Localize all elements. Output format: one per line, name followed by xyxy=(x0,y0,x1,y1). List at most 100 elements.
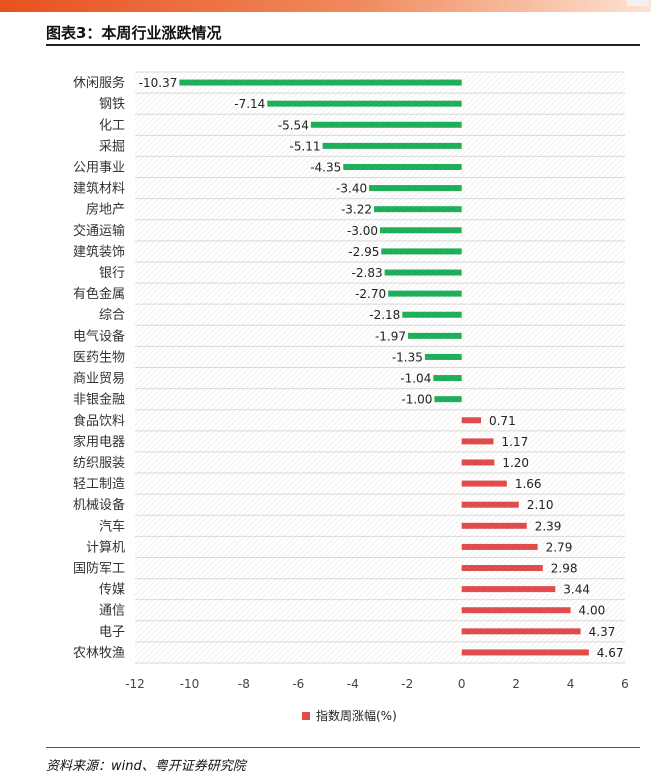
data-label: -3.00 xyxy=(347,224,378,238)
data-label: -5.54 xyxy=(278,118,309,132)
data-label: -10.37 xyxy=(139,76,178,90)
category-label: 家用电器 xyxy=(73,434,125,450)
bar xyxy=(374,206,462,213)
category-label: 轻工制造 xyxy=(73,477,125,492)
data-label: 2.79 xyxy=(546,540,573,554)
bar xyxy=(461,565,543,572)
x-tick-label: 6 xyxy=(621,677,629,691)
data-label: -2.70 xyxy=(355,287,386,301)
data-label: 3.44 xyxy=(563,583,590,597)
data-label: -1.97 xyxy=(375,329,406,343)
data-label: 4.67 xyxy=(597,646,624,660)
source-note: 资料来源：wind、粤开证券研究院 xyxy=(46,759,246,774)
legend: 指数周涨幅(%) xyxy=(302,707,397,724)
category-label: 有色金属 xyxy=(73,286,125,302)
data-label: 2.98 xyxy=(551,562,578,576)
category-label: 银行 xyxy=(99,266,125,281)
bar xyxy=(369,185,462,192)
bar xyxy=(461,438,494,445)
bar xyxy=(424,353,462,360)
category-label: 公用事业 xyxy=(73,160,125,175)
data-label: -2.18 xyxy=(369,308,400,322)
bar xyxy=(461,480,507,487)
category-label: 建筑装饰 xyxy=(73,244,125,260)
data-label: 0.71 xyxy=(489,414,516,428)
category-labels: 休闲服务钢铁化工采掘公用事业建筑材料房地产交通运输建筑装饰银行有色金属综合电气设… xyxy=(73,75,125,661)
x-tick-label: -8 xyxy=(238,677,250,691)
data-label: -3.40 xyxy=(336,182,367,196)
data-label: -7.14 xyxy=(234,97,265,111)
data-label: -3.22 xyxy=(341,203,372,217)
title-divider xyxy=(46,44,640,46)
category-label: 交通运输 xyxy=(73,223,125,239)
bar xyxy=(343,163,462,170)
data-label: 2.10 xyxy=(527,498,554,512)
bar xyxy=(408,332,462,339)
category-label: 传媒 xyxy=(99,583,125,598)
bar xyxy=(388,290,462,297)
bar xyxy=(434,396,462,403)
bar xyxy=(461,501,519,508)
data-label: 1.66 xyxy=(515,477,542,491)
data-label: 2.39 xyxy=(535,519,562,533)
legend-label: 指数周涨幅(%) xyxy=(316,709,397,723)
data-label: 1.17 xyxy=(502,435,529,449)
x-tick-label: -4 xyxy=(347,677,359,691)
bar xyxy=(267,100,462,107)
category-label: 汽车 xyxy=(99,518,125,534)
category-label: 计算机 xyxy=(86,540,125,555)
category-label: 采掘 xyxy=(99,139,125,154)
bar xyxy=(433,375,462,382)
category-label: 综合 xyxy=(99,308,125,323)
bar xyxy=(322,142,462,149)
category-label: 建筑材料 xyxy=(73,181,125,197)
legend-swatch xyxy=(302,711,310,720)
x-tick-label: -6 xyxy=(292,677,304,691)
category-label: 非银金融 xyxy=(73,392,125,408)
data-label: -1.04 xyxy=(400,372,431,386)
chart-figure-title: 图表3：本周行业涨跌情况 xyxy=(46,24,222,42)
data-labels: -10.37 -7.14 -5.54 -5.11 -4.35 -3.40 -3.22 -3.0… xyxy=(139,76,624,660)
data-label: -5.11 xyxy=(289,139,320,153)
category-label: 休闲服务 xyxy=(73,75,125,91)
bar xyxy=(461,417,481,424)
category-label: 商业贸易 xyxy=(73,372,125,387)
bar xyxy=(402,311,462,318)
gridlines xyxy=(135,71,625,664)
bar xyxy=(461,607,571,614)
bars-group xyxy=(179,79,589,656)
data-label: 4.37 xyxy=(589,625,616,639)
bar xyxy=(461,522,527,529)
category-label: 食品饮料 xyxy=(73,413,125,429)
category-label: 通信 xyxy=(99,604,125,619)
bar xyxy=(384,269,462,276)
bar xyxy=(310,121,462,128)
category-label: 国防军工 xyxy=(73,561,125,577)
top-accent-bar xyxy=(0,0,651,12)
data-label: 4.00 xyxy=(579,604,606,618)
bar xyxy=(381,248,462,255)
data-label: -1.35 xyxy=(392,350,423,364)
bar xyxy=(461,543,538,550)
category-label: 纺织服装 xyxy=(73,456,125,471)
x-tick-label: 4 xyxy=(567,677,575,691)
bar xyxy=(461,649,589,656)
x-tick-label: 2 xyxy=(512,677,520,691)
data-label: -2.95 xyxy=(348,245,379,259)
category-label: 化工 xyxy=(99,118,125,133)
data-label: -1.00 xyxy=(401,393,432,407)
bar xyxy=(461,459,495,466)
top-corner-mark xyxy=(627,0,649,6)
x-tick-label: -2 xyxy=(401,677,413,691)
category-label: 机械设备 xyxy=(73,497,125,513)
category-label: 电子 xyxy=(99,625,125,640)
bar xyxy=(179,79,462,86)
x-tick-labels: -12 -10 -8 -6 -4 -2 0 2 4 6 xyxy=(125,677,629,691)
x-tick-label: -10 xyxy=(180,677,200,691)
data-label: -2.83 xyxy=(352,266,383,280)
category-label: 电气设备 xyxy=(73,328,125,344)
bar xyxy=(380,227,462,234)
category-label: 钢铁 xyxy=(99,97,125,112)
data-label: 1.20 xyxy=(502,456,529,470)
